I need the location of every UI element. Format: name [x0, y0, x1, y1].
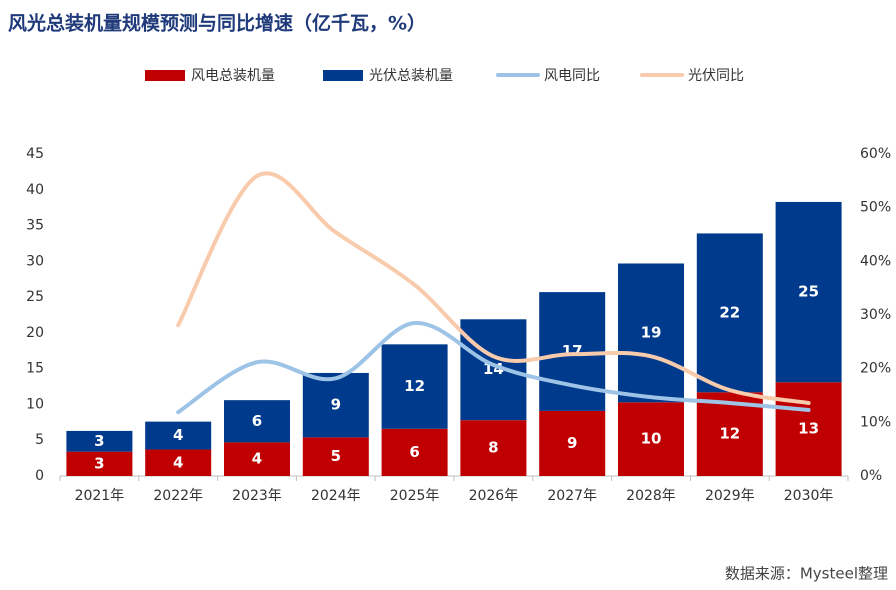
data-label: 4 — [173, 453, 183, 471]
data-label: 4 — [252, 450, 262, 468]
bar — [775, 382, 842, 476]
data-label: 3 — [94, 454, 104, 472]
bar — [618, 263, 684, 403]
x-tick-label: 2022年 — [153, 488, 203, 504]
data-label: 6 — [252, 412, 262, 430]
legend-label: 光伏总装机量 — [369, 68, 453, 84]
y2-tick-label: 30% — [860, 307, 891, 323]
bar — [224, 442, 290, 476]
bar — [460, 319, 527, 421]
x-tick-label: 2026年 — [469, 488, 519, 504]
bar — [381, 428, 448, 476]
bar — [66, 451, 133, 476]
bar — [618, 402, 684, 476]
x-tick-label: 2029年 — [705, 488, 755, 504]
data-label: 4 — [173, 426, 183, 444]
y2-tick-label: 50% — [860, 200, 891, 216]
legend-swatch — [145, 70, 185, 81]
data-label: 14 — [483, 360, 504, 378]
y-tick-label: 30 — [26, 253, 44, 269]
bar — [696, 233, 763, 393]
data-label: 17 — [562, 342, 583, 360]
legend-swatch — [323, 70, 363, 81]
line — [176, 171, 811, 406]
x-tick-label: 2030年 — [784, 488, 834, 504]
bar — [224, 400, 290, 443]
data-label: 8 — [488, 439, 498, 457]
data-label: 9 — [331, 396, 341, 414]
data-label: 13 — [798, 420, 819, 438]
x-tick-label: 2021年 — [75, 488, 125, 504]
x-tick-label: 2025年 — [390, 488, 440, 504]
y-tick-label: 5 — [35, 432, 44, 448]
y-tick-label: 35 — [26, 218, 44, 234]
bar — [145, 449, 212, 476]
y2-tick-label: 10% — [860, 414, 891, 430]
data-label: 22 — [719, 303, 740, 321]
legend-label: 光伏同比 — [688, 68, 744, 84]
x-tick-label: 2024年 — [311, 488, 361, 504]
data-label: 9 — [567, 434, 577, 452]
data-label: 3 — [94, 432, 104, 450]
y2-tick-label: 40% — [860, 253, 891, 269]
data-label: 19 — [641, 323, 662, 341]
bar — [302, 372, 369, 438]
bar — [66, 430, 133, 452]
bar — [539, 410, 606, 476]
y-tick-label: 40 — [26, 182, 44, 198]
x-tick-label: 2023年 — [232, 488, 282, 504]
y-tick-label: 0 — [35, 468, 44, 484]
line — [176, 321, 811, 415]
y-tick-label: 20 — [26, 325, 44, 341]
bar — [302, 437, 369, 476]
x-tick-label: 2028年 — [626, 488, 676, 504]
bar — [381, 344, 448, 429]
data-label: 25 — [798, 283, 819, 301]
bar — [460, 420, 527, 476]
x-tick-label: 2027年 — [547, 488, 597, 504]
y-tick-label: 10 — [26, 396, 44, 412]
y-tick-label: 25 — [26, 289, 44, 305]
data-label: 12 — [404, 377, 425, 395]
legend-label: 风电总装机量 — [191, 68, 275, 84]
chart-title: 风光总装机量规模预测与同比增速（亿千瓦，%） — [8, 12, 426, 35]
bar — [145, 421, 212, 450]
data-label: 12 — [719, 425, 740, 443]
y2-tick-label: 0% — [860, 468, 882, 484]
bar — [775, 201, 842, 383]
y2-tick-label: 60% — [860, 146, 891, 162]
data-label: 5 — [331, 447, 341, 465]
y2-tick-label: 20% — [860, 361, 891, 377]
data-label: 10 — [641, 430, 662, 448]
data-label: 6 — [409, 443, 419, 461]
source: 数据来源：Mysteel整理 — [725, 565, 888, 583]
y-tick-label: 15 — [26, 361, 44, 377]
y-tick-label: 45 — [26, 146, 44, 162]
legend-label: 风电同比 — [544, 68, 600, 84]
